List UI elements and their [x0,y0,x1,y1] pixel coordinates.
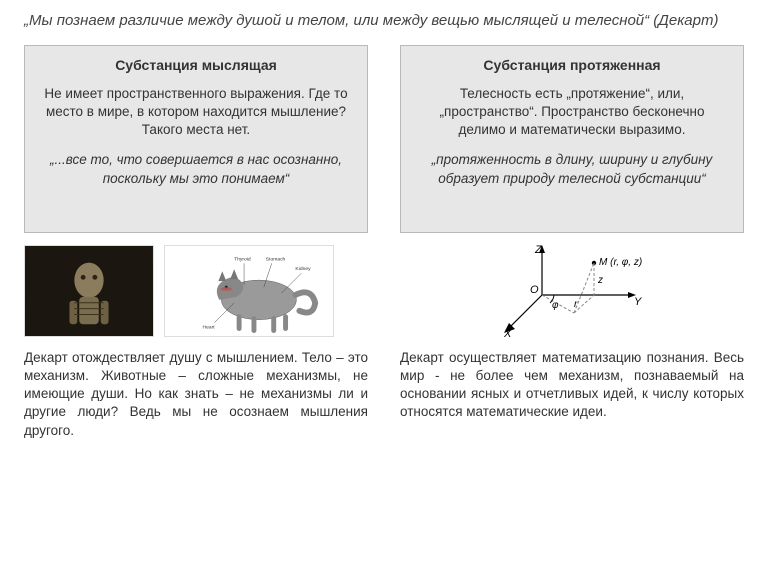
right-paragraph: Декарт осуществляет математизацию познан… [400,349,744,422]
svg-text:Heart: Heart [203,324,216,330]
left-images: Thyroid Stomach Kidney Heart [24,243,368,339]
right-column: Субстанция протяженная Телесность есть „… [400,45,744,440]
box-title-left: Субстанция мыслящая [39,56,353,75]
z-axis-label: Z [534,244,543,256]
top-quote: „Мы познаем различие между душой и телом… [24,12,744,31]
y-axis-label: Y [634,296,642,308]
x-axis-label: X [503,328,512,339]
svg-text:Kidney: Kidney [295,266,311,272]
z-var-label: z [597,275,603,286]
robot-image [24,245,154,337]
cat-anatomy-image: Thyroid Stomach Kidney Heart [164,245,334,337]
extended-substance-box: Субстанция протяженная Телесность есть „… [400,45,744,233]
r-label: r [574,299,578,310]
box-body-right: Телесность есть „протяжение“, или, „прос… [415,85,729,140]
point-m-label: M (r, φ, z) [599,257,642,268]
box-body-left: Не имеет пространственного выражения. Гд… [39,85,353,140]
thinking-substance-box: Субстанция мыслящая Не имеет пространств… [24,45,368,233]
phi-label: φ [552,300,559,311]
coordinate-diagram: Z Y X O M (r, φ, z) φ r [482,243,662,339]
right-images: Z Y X O M (r, φ, z) φ r [400,243,744,339]
two-columns: Субстанция мыслящая Не имеет пространств… [24,45,744,440]
left-paragraph: Декарт отождествляет душу с мышлением. Т… [24,349,368,440]
left-column: Субстанция мыслящая Не имеет пространств… [24,45,368,440]
origin-label: O [530,284,539,296]
svg-text:Stomach: Stomach [266,256,286,262]
box-title-right: Субстанция протяженная [415,56,729,75]
box-quote-left: „...все то, что совершается в нас осозна… [39,151,353,187]
svg-text:Thyroid: Thyroid [234,256,251,262]
box-quote-right: „протяженность в длину, ширину и глубину… [415,151,729,187]
